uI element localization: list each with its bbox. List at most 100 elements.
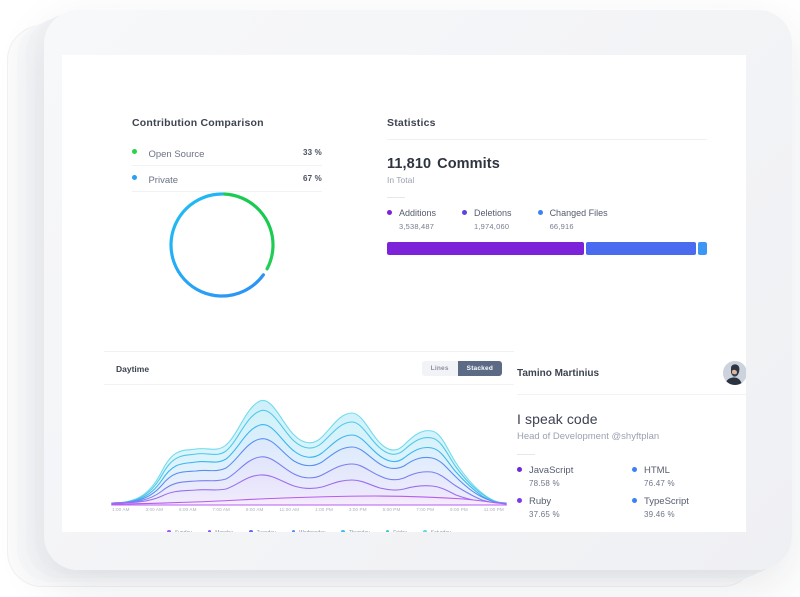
x-tick: 11:00 AM [279, 507, 300, 512]
daytime-plot-area: 1:00 AM 3:00 AM 5:00 AM 7:00 AM 9:00 AM … [104, 385, 514, 532]
legend-dot-changed-files [537, 210, 543, 216]
language-label: TypeScript [644, 496, 689, 507]
statistic-name-wrap: Additions [387, 208, 436, 218]
daytime-chart-card: Daytime Lines Stacked [104, 351, 514, 532]
legend-label: Saturday [431, 530, 451, 532]
legend-dot-open-source [132, 148, 137, 154]
donut-arc-private [169, 192, 275, 298]
statistic-value: 66,916 [549, 222, 574, 231]
commits-count-line: 11,810 Commits [387, 156, 707, 172]
legend-dot-sunday [167, 530, 171, 532]
language-value: 37.65 % [529, 510, 560, 519]
contribution-label: Private [148, 174, 179, 186]
bar-segment-additions [387, 242, 585, 255]
legend-item-saturday[interactable]: Saturday [423, 530, 451, 532]
legend-dot-friday [385, 530, 390, 532]
contribution-comparison-section: Contribution Comparison Open Source 33 %… [132, 117, 322, 192]
legend-item-thursday[interactable]: Thursday [341, 530, 370, 532]
language-label: Ruby [529, 496, 552, 507]
language-name-wrap: Ruby [517, 496, 632, 507]
statistics-legend: Additions 3,538,487 Deletions 1,974,060 … [387, 208, 707, 231]
language-html[interactable]: HTML 76.47 % [632, 465, 746, 488]
language-javascript[interactable]: JavaScript 78.58 % [517, 465, 632, 488]
device-frame: Contribution Comparison Open Source 33 %… [44, 10, 792, 570]
legend-dot-additions [387, 210, 392, 216]
dashboard-screen: Contribution Comparison Open Source 33 %… [62, 55, 746, 532]
daytime-area-svg [111, 399, 507, 506]
commits-unit: Commits [437, 156, 500, 172]
contribution-value: 33 % [302, 148, 322, 157]
statistic-name-wrap: Deletions [462, 208, 512, 218]
x-tick: 7:00 AM [212, 507, 230, 512]
statistic-label: Additions [399, 208, 437, 218]
profile-mini-divider [517, 454, 535, 455]
contribution-label: Open Source [148, 148, 205, 160]
x-tick: 11:00 PM [483, 507, 504, 512]
statistic-deletions[interactable]: Deletions 1,974,060 [462, 208, 512, 231]
profile-section: Tamino Martinius I speak code Head o [517, 351, 746, 527]
language-label: JavaScript [529, 465, 574, 476]
legend-dot-tuesday [249, 530, 253, 532]
contribution-row-private[interactable]: Private 67 % [132, 166, 322, 192]
statistic-label: Changed Files [549, 208, 608, 218]
daytime-title: Daytime [116, 363, 150, 374]
legend-label: Friday [393, 530, 407, 532]
statistic-changed-files[interactable]: Changed Files 66,916 [537, 208, 608, 231]
legend-label: Thursday [349, 530, 370, 532]
avatar-photo [723, 361, 746, 385]
language-value: 76.47 % [644, 479, 675, 488]
legend-dot-typescript [632, 497, 637, 503]
x-tick: 5:00 PM [382, 507, 401, 512]
avatar[interactable] [723, 361, 746, 385]
legend-dot-monday [207, 530, 212, 532]
language-ruby[interactable]: Ruby 37.65 % [517, 496, 632, 519]
donut-arc-open-source [169, 192, 275, 298]
contribution-row-label-wrap: Private [132, 170, 178, 188]
legend-label: Sunday [175, 530, 192, 532]
legend-dot-saturday [423, 530, 427, 532]
profile-header: Tamino Martinius [517, 351, 746, 395]
x-tick: 5:00 AM [178, 507, 197, 512]
contribution-row-open-source[interactable]: Open Source 33 % [132, 140, 322, 166]
language-value: 78.58 % [529, 479, 560, 488]
statistics-section: Statistics 11,810 Commits In Total Additi… [387, 117, 707, 255]
x-tick: 1:00 AM [112, 507, 130, 512]
legend-dot-javascript [517, 466, 522, 472]
legend-item-friday[interactable]: Friday [385, 530, 407, 532]
chart-mode-toggle[interactable]: Lines Stacked [421, 361, 502, 376]
x-tick: 3:00 AM [145, 507, 164, 512]
profile-name: Tamino Martinius [517, 367, 600, 379]
language-name-wrap: TypeScript [632, 496, 746, 507]
donut-svg [169, 192, 275, 298]
contribution-value: 67 % [302, 174, 322, 183]
statistics-stacked-bar [387, 242, 707, 255]
legend-label: Tuesday [257, 530, 276, 532]
profile-languages: JavaScript 78.58 % HTML 76.47 % Ruby [517, 465, 746, 527]
bar-segment-deletions [586, 242, 697, 255]
language-typescript[interactable]: TypeScript 39.46 % [632, 496, 746, 519]
legend-dot-html [632, 466, 637, 472]
legend-item-monday[interactable]: Monday [207, 530, 233, 532]
statistic-additions[interactable]: Additions 3,538,487 [387, 208, 436, 231]
profile-role: Head of Development @shyftplan [517, 431, 660, 442]
legend-item-tuesday[interactable]: Tuesday [249, 530, 276, 532]
statistics-title: Statistics [387, 117, 436, 129]
toggle-lines-button[interactable]: Lines [421, 361, 458, 376]
commits-count: 11,810 [387, 156, 432, 172]
language-label: HTML [644, 465, 670, 476]
daytime-header: Daytime Lines Stacked [104, 352, 514, 385]
toggle-stacked-button[interactable]: Stacked [457, 361, 502, 376]
statistics-headline: 11,810 Commits In Total [387, 156, 707, 185]
legend-dot-private [132, 174, 137, 180]
daytime-legend: Sunday Monday Tuesday Wednesday [104, 530, 514, 532]
legend-item-wednesday[interactable]: Wednesday [291, 530, 325, 532]
statistics-divider [387, 139, 707, 140]
x-tick: 9:00 PM [450, 507, 468, 512]
daytime-x-axis-labels: 1:00 AM 3:00 AM 5:00 AM 7:00 AM 9:00 AM … [112, 507, 504, 512]
bar-segment-changed-files [698, 242, 707, 255]
legend-label: Wednesday [299, 530, 325, 532]
contribution-donut-chart [162, 185, 282, 305]
legend-item-sunday[interactable]: Sunday [167, 530, 192, 532]
series-sunday [111, 495, 507, 506]
